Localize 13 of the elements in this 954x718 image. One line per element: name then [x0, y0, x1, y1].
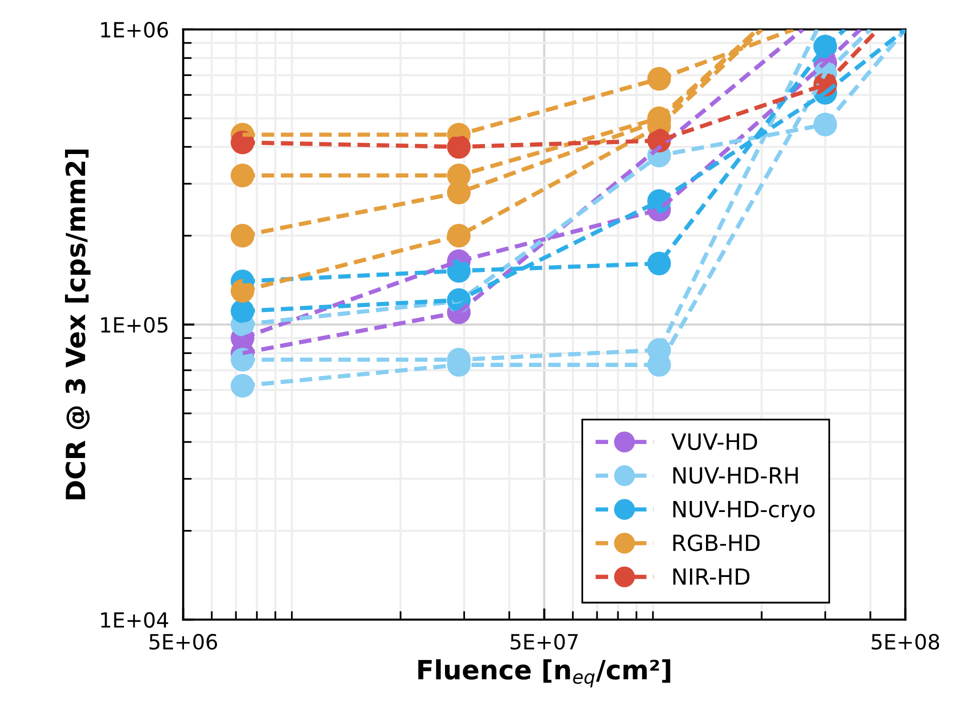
- y-tick-label: 1E+05: [101, 316, 168, 333]
- y-axis-title: DCR @ 3 Vex [cps/mm2]: [65, 150, 91, 500]
- x-axis-title: Fluence [n$_{eq}$/cm²]: [418, 659, 670, 688]
- legend-label: NIR-HD: [673, 568, 750, 585]
- legend-label: NUV-HD-cryo: [673, 501, 815, 522]
- y-tick-label: 1E+04: [101, 612, 168, 628]
- x-tick-label: 5E+07: [510, 634, 578, 650]
- y-tick-label: 1E+06: [101, 22, 168, 38]
- x-tick-label: 5E+06: [150, 634, 218, 650]
- legend-label: VUV-HD: [671, 434, 758, 450]
- legend-label: NUV-HD-RH: [673, 467, 798, 484]
- x-tick-label: 5E+08: [872, 634, 940, 650]
- legend-label: RGB-HD: [673, 534, 760, 552]
